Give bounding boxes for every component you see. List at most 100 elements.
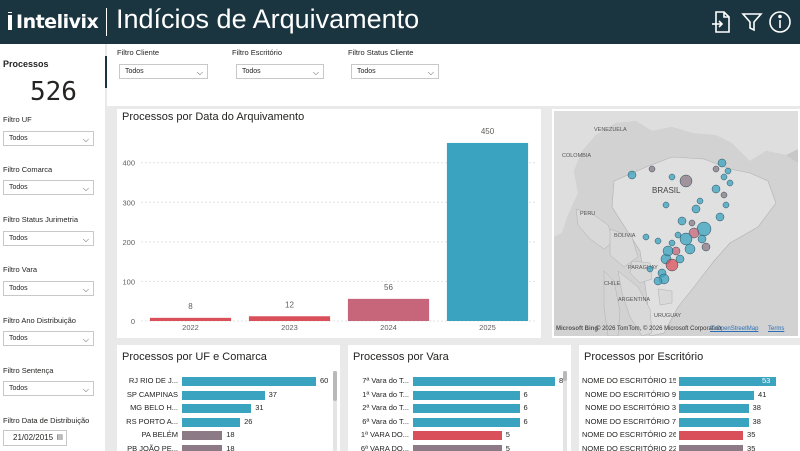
- map-bubble[interactable]: [662, 201, 670, 209]
- map-bubble[interactable]: [627, 170, 637, 180]
- chart-card-data-arquivamento: Processos por Data do Arquivamento 0 100 2…: [117, 109, 541, 338]
- map-bubble[interactable]: [679, 174, 693, 188]
- kpi-label: Processos: [3, 59, 49, 69]
- column-bar-2025[interactable]: [446, 142, 529, 321]
- data-label: 12: [285, 300, 294, 309]
- column-bar-2022[interactable]: [149, 317, 232, 321]
- map-bubble[interactable]: [654, 237, 662, 245]
- map-visual[interactable]: VENEZUELA COLOMBIA PERU BOLIVIA BRASIL P…: [554, 111, 798, 336]
- map-bubble[interactable]: [720, 173, 728, 181]
- map-bubble[interactable]: [677, 216, 687, 226]
- bar[interactable]: [413, 444, 502, 451]
- filter-sentenca-dropdown[interactable]: Todos ⌵: [3, 381, 94, 396]
- filter-uf-value: Todos: [9, 135, 28, 142]
- map-bubble[interactable]: [688, 219, 696, 227]
- map-bubble[interactable]: [701, 242, 711, 252]
- header-divider: [106, 8, 107, 36]
- map-bubble[interactable]: [726, 179, 734, 187]
- map-bubble[interactable]: [642, 233, 650, 241]
- bar-category-label: MG BELO H...: [130, 403, 178, 412]
- filter-escritorio-dropdown[interactable]: Todos ⌵: [236, 64, 324, 79]
- map-bubble[interactable]: [675, 254, 685, 264]
- bar-value-label: 35: [747, 430, 756, 439]
- map-bubble[interactable]: [715, 212, 725, 222]
- filter-icon[interactable]: [740, 10, 764, 34]
- bar[interactable]: [413, 417, 520, 427]
- map-bubble[interactable]: [653, 276, 663, 286]
- filter-status-cliente-dropdown[interactable]: Todos ⌵: [351, 64, 439, 79]
- bar[interactable]: [679, 404, 749, 413]
- map-bubble[interactable]: [696, 197, 704, 205]
- scrollbar-track[interactable]: [333, 371, 337, 451]
- bar[interactable]: [182, 431, 223, 440]
- map-bubble[interactable]: [697, 234, 707, 244]
- bar[interactable]: [182, 377, 316, 386]
- filter-data-distribuicao-value: 21/02/2015: [13, 433, 54, 442]
- filter-status-cliente-value: Todos: [357, 68, 376, 75]
- map-bubble[interactable]: [691, 204, 701, 214]
- map-label-chile: CHILE: [604, 281, 621, 287]
- terms-link[interactable]: Terms: [768, 326, 785, 332]
- bar[interactable]: [413, 431, 502, 440]
- bar[interactable]: [182, 444, 223, 451]
- map-bubble[interactable]: [662, 245, 674, 257]
- chevron-down-icon: ⌵: [82, 135, 89, 144]
- scrollbar-track[interactable]: [563, 371, 567, 451]
- filter-ano-distribuicao-dropdown[interactable]: Todos ⌵: [3, 331, 94, 346]
- map-bubble[interactable]: [712, 165, 720, 173]
- map-bubble[interactable]: [717, 158, 727, 168]
- bar[interactable]: [182, 390, 265, 400]
- filter-cliente-dropdown[interactable]: Todos ⌵: [119, 64, 208, 79]
- bar[interactable]: [182, 417, 241, 427]
- bar[interactable]: [679, 390, 755, 400]
- bar[interactable]: [679, 444, 744, 451]
- filter-comarca-dropdown[interactable]: Todos ⌵: [3, 180, 94, 195]
- bar[interactable]: [679, 431, 744, 440]
- map-bubble[interactable]: [711, 184, 721, 194]
- bar-category-label: 1ª VARA DO...: [360, 430, 409, 439]
- map-bubble[interactable]: [724, 167, 732, 175]
- bar[interactable]: [413, 404, 520, 413]
- filter-uf-dropdown[interactable]: Todos ⌵: [3, 131, 94, 146]
- map-bubble[interactable]: [668, 173, 676, 181]
- chevron-down-icon: ⌵: [312, 68, 319, 77]
- bar[interactable]: [413, 390, 520, 400]
- bar-category-label: NOME DO ESCRITÓRIO 7: [585, 416, 676, 426]
- bar-value-label: 8: [559, 376, 564, 385]
- scrollbar-thumb[interactable]: [563, 371, 567, 381]
- filter-vara-dropdown[interactable]: Todos ⌵: [3, 281, 94, 296]
- map-bubbles[interactable]: [627, 158, 734, 286]
- calendar-icon[interactable]: ▤: [56, 434, 63, 441]
- info-icon[interactable]: [768, 10, 792, 34]
- map-bubble[interactable]: [648, 165, 656, 173]
- bar[interactable]: [413, 377, 555, 386]
- bar-value-label: 18: [226, 430, 235, 439]
- bar-category-label: NOME DO ESCRITÓRIO 3: [585, 403, 676, 412]
- filter-data-distribuicao-input[interactable]: 21/02/2015 ▤: [3, 430, 67, 446]
- map-bubble[interactable]: [665, 258, 679, 272]
- map-bubble[interactable]: [688, 227, 700, 239]
- bar[interactable]: [679, 377, 776, 386]
- map-bubble[interactable]: [646, 265, 654, 273]
- filter-comarca-label: Filtro Comarca: [3, 165, 53, 174]
- filter-status-jurimetria-dropdown[interactable]: Todos ⌵: [3, 231, 94, 246]
- scrollbar-thumb[interactable]: [333, 371, 337, 401]
- bar-value-label: 6: [523, 403, 528, 412]
- map-bubble[interactable]: [684, 243, 696, 255]
- chevron-down-icon: ⌵: [82, 335, 89, 344]
- map-bubble[interactable]: [720, 191, 728, 199]
- filter-status-cliente-label: Filtro Status Cliente: [348, 48, 414, 57]
- x-tick-label: 2025: [479, 323, 496, 332]
- x-tick-label: 2023: [281, 323, 298, 332]
- map-bubble[interactable]: [674, 231, 682, 239]
- map-bubble[interactable]: [722, 201, 730, 209]
- bar[interactable]: [679, 417, 749, 427]
- bar-category-label: 7ª Vara do T...: [362, 376, 409, 385]
- column-bar-2023[interactable]: [248, 316, 331, 321]
- osm-link[interactable]: © OpenStreetMap: [710, 326, 759, 332]
- bar[interactable]: [182, 404, 252, 413]
- export-icon[interactable]: [710, 10, 734, 34]
- column-bar-2024[interactable]: [347, 298, 430, 321]
- map-bubble[interactable]: [679, 232, 693, 246]
- map-bubble[interactable]: [668, 239, 676, 247]
